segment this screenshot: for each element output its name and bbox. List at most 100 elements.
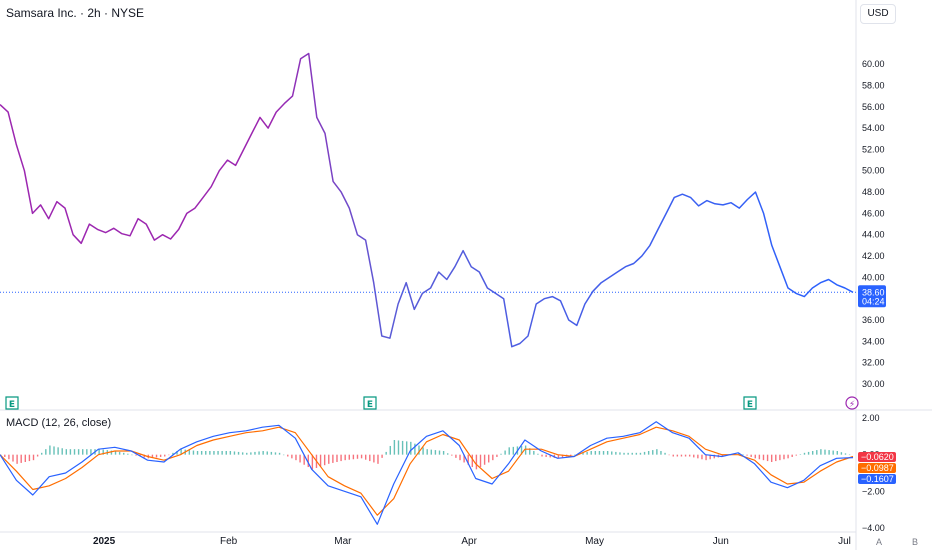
- price-tick-label: 60.00: [862, 59, 885, 69]
- macd-histogram-bar: [762, 454, 765, 461]
- macd-histogram-bar: [606, 451, 609, 455]
- price-tick-label: 54.00: [862, 123, 885, 133]
- macd-histogram-bar: [385, 451, 387, 455]
- macd-histogram-bar: [672, 454, 674, 457]
- macd-histogram-bar: [779, 454, 781, 461]
- macd-tick-label: −4.00: [862, 523, 885, 533]
- earnings-marker[interactable]: E: [743, 396, 757, 410]
- macd-value-tag: [858, 474, 896, 484]
- event-markers[interactable]: E E E ⚡: [5, 396, 859, 410]
- macd-histogram-bar: [693, 454, 695, 458]
- macd-histogram-bar: [848, 454, 851, 456]
- earnings-marker[interactable]: E: [363, 396, 377, 410]
- macd-histogram-bar: [832, 450, 834, 455]
- macd-histogram-bar: [82, 449, 84, 455]
- auto-scale-button[interactable]: A: [876, 537, 883, 547]
- macd-histogram-bar: [459, 454, 461, 461]
- macd-histogram-bar: [520, 445, 523, 455]
- log-scale-button[interactable]: B: [912, 537, 919, 547]
- macd-histogram-bar: [233, 451, 236, 455]
- macd-histogram-bar: [451, 454, 453, 456]
- macd-histogram-bar: [742, 454, 744, 455]
- split-icon[interactable]: [845, 396, 859, 410]
- macd-histogram-bar: [775, 454, 777, 462]
- chart-title[interactable]: Samsara Inc. · 2h · NYSE: [6, 6, 145, 20]
- macd-histogram-bar: [373, 454, 375, 463]
- macd-histogram-bar: [114, 451, 117, 455]
- macd-histogram-bar: [401, 440, 404, 455]
- time-tick-label: Jun: [713, 536, 729, 547]
- macd-histogram-bar: [750, 454, 752, 457]
- bar-countdown: 04:24: [862, 296, 885, 306]
- macd-histogram-bar: [69, 449, 72, 455]
- macd-histogram-bar: [410, 441, 412, 455]
- macd-histogram-bar: [405, 441, 408, 455]
- macd-histogram-bar: [840, 452, 843, 455]
- price-series-line: [0, 52, 854, 348]
- earnings-icon[interactable]: [363, 396, 377, 410]
- macd-histogram-bar: [200, 451, 203, 455]
- macd-histogram-bar: [512, 446, 515, 455]
- macd-histogram-bar: [561, 454, 564, 458]
- macd-value-text: −0.0987: [861, 463, 894, 473]
- macd-histogram-bar: [836, 451, 838, 455]
- macd-indicator-label[interactable]: MACD (12, 26, close): [6, 417, 112, 429]
- macd-histogram-bar: [270, 451, 273, 455]
- macd-histogram-bar: [246, 452, 248, 455]
- earnings-icon[interactable]: [743, 396, 757, 410]
- earnings-icon[interactable]: [5, 396, 19, 410]
- macd-histogram-bar: [155, 454, 158, 458]
- macd-histogram-bar: [86, 449, 88, 455]
- macd-histogram-bar: [598, 451, 601, 455]
- macd-histogram-bar: [323, 454, 326, 466]
- macd-histogram-bar: [811, 451, 814, 455]
- macd-histogram-bar: [820, 449, 822, 455]
- macd-histogram-bar: [250, 452, 252, 455]
- macd-histogram-bar: [41, 452, 43, 455]
- time-tick-label: Mar: [334, 536, 352, 547]
- price-tick-label: 48.00: [862, 187, 885, 197]
- last-price-value: 38.60: [862, 287, 885, 297]
- macd-histogram-bar: [225, 451, 227, 455]
- macd-histogram-bar: [828, 450, 830, 455]
- macd-pane[interactable]: [0, 421, 854, 525]
- macd-histogram-bar: [656, 449, 658, 455]
- marker-glyph: E: [9, 400, 15, 410]
- price-tick-label: 52.00: [862, 144, 885, 154]
- time-axis[interactable]: 2025 Feb Mar Apr May Jun Jul: [93, 536, 851, 547]
- earnings-marker[interactable]: E: [5, 396, 19, 410]
- macd-histogram-bar: [192, 450, 195, 455]
- macd-histogram-bar: [344, 454, 346, 461]
- macd-histogram-bar: [488, 454, 490, 463]
- macd-histogram-bar: [381, 454, 383, 458]
- macd-histogram-bar: [664, 452, 666, 455]
- macd-histogram-bar: [688, 454, 691, 457]
- macd-histogram-bar: [570, 454, 572, 456]
- currency-button[interactable]: USD: [860, 4, 896, 24]
- macd-tick-label: −2.00: [862, 486, 885, 496]
- price-tick-label: 36.00: [862, 315, 885, 325]
- macd-histogram-bar: [709, 454, 711, 460]
- macd-histogram-bar: [135, 454, 137, 456]
- macd-histogram-bar: [364, 454, 367, 460]
- macd-histogram-bar: [143, 454, 145, 458]
- macd-tick-label: 2.00: [862, 413, 880, 423]
- macd-histogram-bar: [299, 454, 301, 463]
- macd-histogram-bar: [668, 454, 670, 456]
- dividend-marker[interactable]: ⚡: [845, 396, 859, 410]
- macd-histogram-bar: [303, 454, 305, 465]
- price-pane[interactable]: [0, 52, 856, 348]
- macd-histogram-bar: [377, 454, 379, 464]
- macd-histogram-bar: [295, 454, 297, 461]
- macd-histogram-bar: [266, 451, 268, 455]
- macd-histogram-bar: [28, 454, 31, 462]
- macd-histogram-bar: [442, 451, 445, 455]
- macd-histogram-bar: [816, 450, 818, 455]
- macd-histogram-bar: [205, 451, 207, 455]
- macd-histogram-bar: [545, 454, 547, 457]
- macd-histogram-bar: [127, 453, 129, 455]
- macd-histogram-bar: [803, 452, 806, 455]
- price-axis[interactable]: 30.0032.0034.0036.0038.0040.0042.0044.00…: [862, 59, 885, 389]
- macd-histogram-bar: [336, 454, 338, 462]
